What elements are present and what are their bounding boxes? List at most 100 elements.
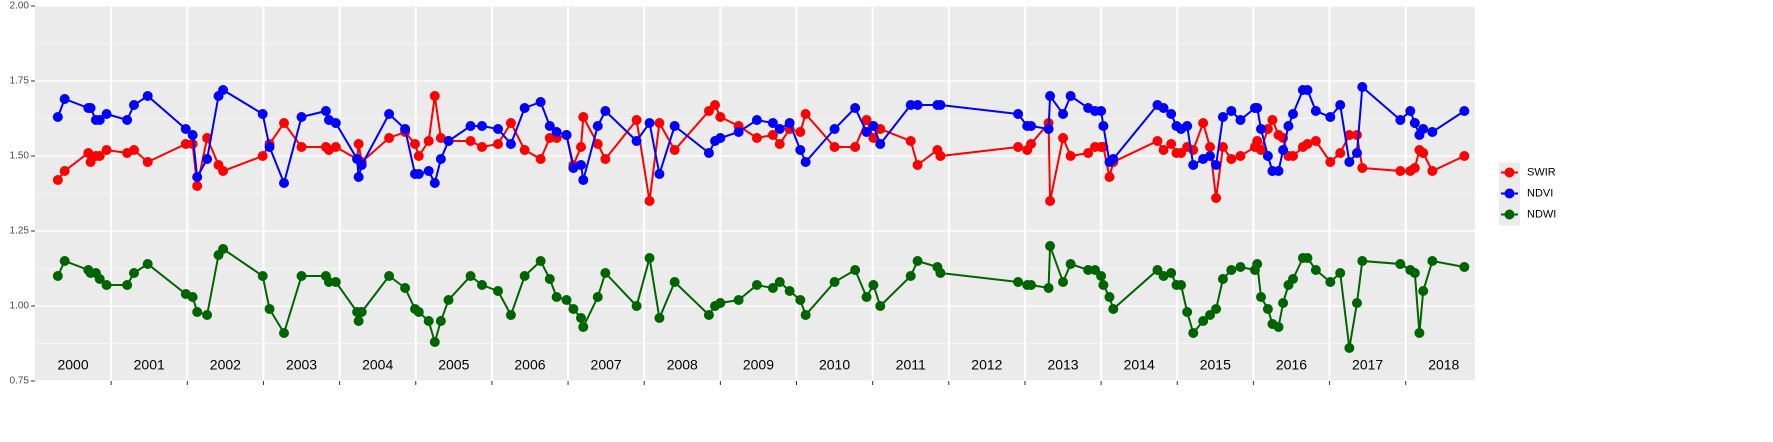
point xyxy=(1176,280,1187,290)
point xyxy=(568,163,579,173)
point xyxy=(1188,160,1199,170)
point xyxy=(492,124,503,134)
point xyxy=(600,268,611,278)
point xyxy=(1026,139,1037,149)
point xyxy=(192,307,203,317)
point xyxy=(703,106,714,116)
point xyxy=(59,94,70,104)
point xyxy=(477,142,488,152)
point xyxy=(279,328,290,338)
point xyxy=(912,100,923,110)
point xyxy=(413,307,424,317)
point xyxy=(1395,166,1406,176)
point xyxy=(1013,142,1024,152)
point xyxy=(519,271,530,281)
point xyxy=(1310,136,1321,146)
point xyxy=(1256,292,1267,302)
year-label: 2004 xyxy=(362,357,393,373)
point xyxy=(654,118,665,128)
point xyxy=(435,133,446,143)
point xyxy=(142,91,153,101)
legend-key-point xyxy=(1504,167,1515,178)
point xyxy=(492,139,503,149)
point xyxy=(83,148,94,158)
point xyxy=(257,151,268,161)
point xyxy=(912,256,923,266)
point xyxy=(128,100,139,110)
point xyxy=(1217,274,1228,284)
year-label: 2014 xyxy=(1124,357,1155,373)
point xyxy=(795,295,806,305)
point xyxy=(1395,259,1406,269)
point xyxy=(600,106,611,116)
point xyxy=(935,151,946,161)
point xyxy=(1409,118,1420,128)
point xyxy=(575,142,586,152)
point xyxy=(774,277,785,287)
point xyxy=(561,130,572,140)
point xyxy=(353,316,364,326)
point xyxy=(505,310,516,320)
point xyxy=(353,172,364,182)
point xyxy=(578,322,589,332)
point xyxy=(356,160,367,170)
point xyxy=(850,103,861,113)
point xyxy=(710,100,721,110)
point xyxy=(1083,148,1094,158)
point xyxy=(1166,268,1177,278)
point xyxy=(1217,142,1228,152)
year-label: 2003 xyxy=(286,357,317,373)
point xyxy=(1043,283,1054,293)
point xyxy=(1335,148,1346,158)
year-label: 2016 xyxy=(1276,357,1307,373)
point xyxy=(1217,112,1228,122)
point xyxy=(400,283,411,293)
point xyxy=(180,124,191,134)
point xyxy=(861,292,872,302)
point xyxy=(795,145,806,155)
point xyxy=(443,136,454,146)
point xyxy=(592,121,603,131)
point xyxy=(1182,307,1193,317)
point xyxy=(654,169,665,179)
point xyxy=(330,142,341,152)
point xyxy=(767,130,778,140)
point xyxy=(767,283,778,293)
point xyxy=(296,112,307,122)
point xyxy=(1288,151,1299,161)
point xyxy=(575,160,586,170)
point xyxy=(1043,124,1054,134)
point xyxy=(715,133,726,143)
point xyxy=(1288,274,1299,284)
y-tick-label: 0.75 xyxy=(10,376,30,387)
point xyxy=(492,286,503,296)
point xyxy=(320,106,331,116)
point xyxy=(1058,277,1069,287)
point xyxy=(829,142,840,152)
point xyxy=(264,142,275,152)
point xyxy=(1351,148,1362,158)
point xyxy=(101,280,112,290)
point xyxy=(774,139,785,149)
point xyxy=(1108,154,1119,164)
point xyxy=(800,109,811,119)
year-label: 2018 xyxy=(1428,357,1459,373)
point xyxy=(905,100,916,110)
point xyxy=(1211,160,1222,170)
point xyxy=(202,310,213,320)
point xyxy=(568,304,579,314)
point xyxy=(751,133,762,143)
point xyxy=(861,115,872,125)
year-label: 2011 xyxy=(896,357,926,373)
year-label: 2010 xyxy=(819,357,850,373)
point xyxy=(912,160,923,170)
point xyxy=(142,259,153,269)
point xyxy=(52,175,63,185)
point xyxy=(800,157,811,167)
point xyxy=(600,154,611,164)
point xyxy=(1302,253,1313,263)
point xyxy=(1045,91,1056,101)
legend-label: NDWI xyxy=(1527,208,1556,220)
point xyxy=(774,124,785,134)
